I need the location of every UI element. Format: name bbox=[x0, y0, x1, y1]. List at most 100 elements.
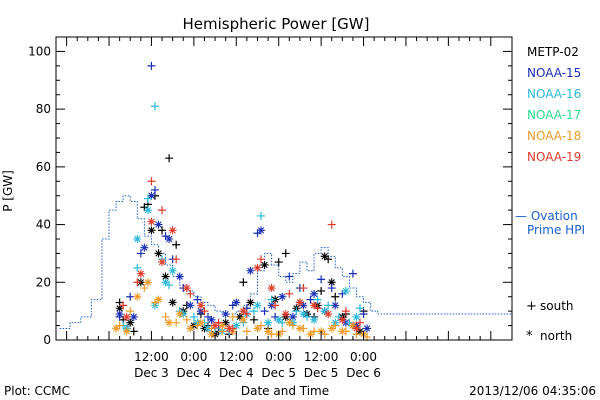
point-north-noaa-18 bbox=[175, 310, 184, 319]
point-north-noaa-15 bbox=[331, 301, 340, 310]
point-north-noaa-15 bbox=[115, 310, 124, 319]
point-north-noaa-19 bbox=[158, 258, 167, 267]
point-north-noaa-15 bbox=[246, 266, 255, 275]
point-north-noaa-18 bbox=[295, 324, 304, 333]
point-south-noaa-15 bbox=[306, 295, 315, 304]
satellite-points bbox=[112, 61, 372, 342]
point-north-metp-02 bbox=[356, 327, 364, 336]
point-north-noaa-15 bbox=[140, 243, 149, 252]
y-axis-label: P [GW] bbox=[1, 170, 15, 212]
point-north-metp-02 bbox=[126, 318, 135, 327]
point-north-noaa-16 bbox=[232, 321, 241, 330]
point-south-metp-02 bbox=[158, 226, 167, 235]
point-south-noaa-15 bbox=[147, 61, 156, 70]
point-north-noaa-15 bbox=[257, 226, 266, 235]
point-south-noaa-16 bbox=[324, 301, 333, 310]
point-north-metp-02 bbox=[327, 278, 336, 287]
point-north-noaa-18 bbox=[186, 324, 195, 333]
point-north-noaa-18 bbox=[264, 327, 273, 336]
point-north-noaa-18 bbox=[239, 315, 248, 324]
legend-entry: NOAA-16 bbox=[527, 87, 581, 101]
point-north-metp-02 bbox=[168, 298, 177, 307]
point-north-noaa-18 bbox=[306, 330, 315, 339]
legend-symbol-label: north bbox=[540, 329, 572, 343]
point-north-metp-02 bbox=[147, 226, 156, 235]
point-south-noaa-15 bbox=[126, 292, 135, 301]
point-north-noaa-19 bbox=[324, 310, 333, 319]
point-north-noaa-19 bbox=[122, 312, 131, 321]
point-north-noaa-19 bbox=[196, 301, 205, 310]
point-south-noaa-19 bbox=[200, 307, 209, 316]
point-north-noaa-19 bbox=[147, 217, 156, 226]
legend-symbol: + bbox=[526, 299, 537, 314]
point-north-noaa-15 bbox=[207, 315, 216, 324]
point-north-noaa-15 bbox=[299, 301, 308, 310]
point-south-metp-02 bbox=[331, 292, 340, 301]
point-south-noaa-15 bbox=[150, 185, 159, 194]
point-north-noaa-19 bbox=[267, 284, 276, 293]
point-north-noaa-15 bbox=[310, 289, 319, 298]
point-south-metp-02 bbox=[129, 327, 138, 336]
x-tick-time-label: 0:00 bbox=[180, 350, 207, 364]
x-tick-time-label: 0:00 bbox=[350, 350, 377, 364]
point-south-metp-02 bbox=[165, 154, 174, 163]
point-north-noaa-19 bbox=[352, 324, 361, 333]
point-north-noaa-18 bbox=[338, 327, 347, 336]
point-north-noaa-16 bbox=[299, 310, 308, 319]
point-south-noaa-18 bbox=[182, 315, 191, 324]
x-tick-date-label: Dec 4 bbox=[177, 366, 212, 380]
point-north-noaa-18 bbox=[196, 318, 205, 327]
point-north-noaa-16 bbox=[168, 266, 177, 275]
point-south-noaa-18 bbox=[172, 318, 181, 327]
point-north-noaa-19 bbox=[338, 315, 347, 324]
point-south-noaa-19 bbox=[133, 278, 142, 287]
legend-entry: METP-02 bbox=[527, 45, 579, 59]
x-axis-label: Date and Time bbox=[241, 384, 329, 398]
point-north-noaa-18 bbox=[218, 321, 227, 330]
legend-entry: NOAA-18 bbox=[527, 129, 581, 143]
point-south-metp-02 bbox=[274, 258, 283, 267]
legend-symbol: * bbox=[526, 329, 533, 344]
x-tick-date-label: Dec 3 bbox=[134, 366, 169, 380]
point-south-noaa-15 bbox=[327, 284, 336, 293]
point-north-noaa-19 bbox=[253, 263, 262, 272]
y-tick-label: 80 bbox=[36, 102, 51, 116]
point-south-noaa-18 bbox=[140, 284, 149, 293]
legend-ovation-line1: — Ovation bbox=[515, 209, 578, 223]
y-tick-label: 100 bbox=[28, 44, 51, 58]
point-south-noaa-19 bbox=[356, 318, 364, 327]
point-south-noaa-15 bbox=[359, 310, 368, 319]
point-south-noaa-15 bbox=[317, 275, 326, 284]
x-tick-time-label: 0:00 bbox=[265, 350, 292, 364]
point-north-noaa-15 bbox=[147, 191, 156, 200]
point-north-noaa-16 bbox=[264, 318, 273, 327]
point-south-metp-02 bbox=[281, 249, 290, 258]
point-north-noaa-18 bbox=[133, 292, 142, 301]
point-south-noaa-19 bbox=[257, 255, 266, 264]
point-north-noaa-15 bbox=[165, 235, 174, 243]
point-south-noaa-16 bbox=[257, 211, 266, 220]
point-south-noaa-16 bbox=[356, 304, 364, 313]
x-tick-date-label: Dec 5 bbox=[261, 366, 296, 380]
y-tick-label: 20 bbox=[36, 275, 51, 289]
point-north-noaa-18 bbox=[143, 278, 152, 287]
point-north-metp-02 bbox=[260, 260, 269, 269]
point-south-noaa-15 bbox=[348, 269, 357, 278]
point-south-noaa-19 bbox=[327, 220, 336, 229]
point-north-noaa-15 bbox=[232, 298, 241, 307]
y-tick-label: 0 bbox=[43, 333, 51, 347]
point-south-noaa-15 bbox=[285, 272, 294, 281]
point-north-noaa-18 bbox=[122, 327, 131, 336]
point-south-noaa-16 bbox=[143, 194, 152, 203]
point-south-noaa-18 bbox=[228, 312, 237, 321]
point-south-noaa-15 bbox=[136, 249, 145, 258]
point-south-noaa-16 bbox=[313, 295, 322, 304]
point-north-noaa-18 bbox=[348, 321, 357, 330]
point-south-noaa-19 bbox=[285, 289, 294, 298]
point-north-noaa-18 bbox=[285, 318, 294, 327]
point-south-noaa-19 bbox=[147, 177, 156, 186]
point-south-noaa-16 bbox=[150, 102, 159, 111]
point-north-noaa-19 bbox=[225, 324, 234, 333]
point-north-metp-02 bbox=[115, 304, 124, 313]
